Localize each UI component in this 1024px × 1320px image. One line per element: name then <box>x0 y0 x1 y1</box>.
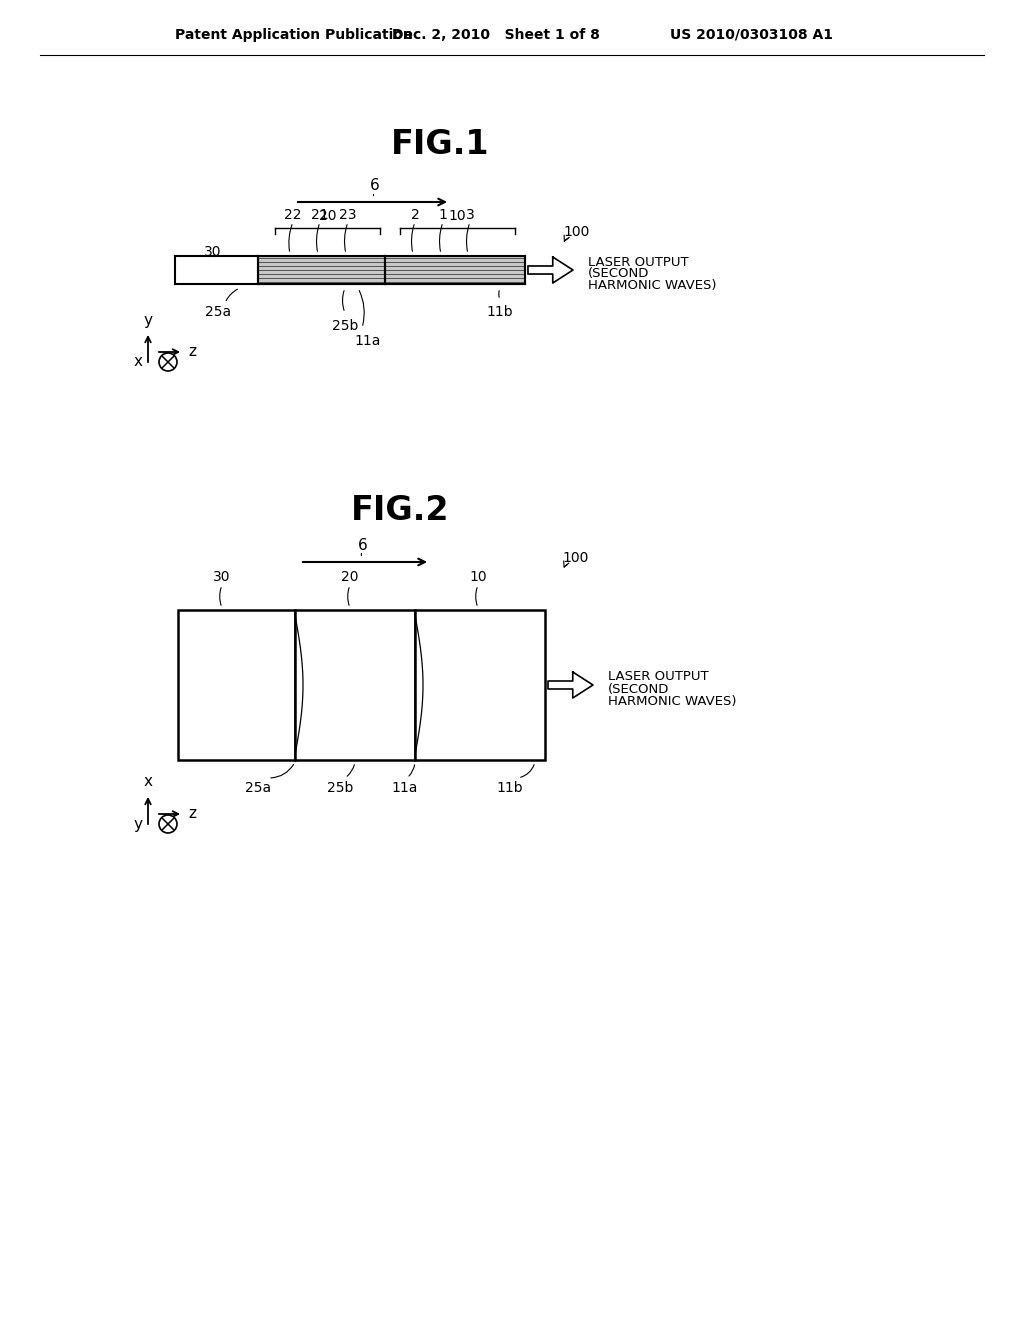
Text: Dec. 2, 2010   Sheet 1 of 8: Dec. 2, 2010 Sheet 1 of 8 <box>392 28 600 42</box>
Text: 10: 10 <box>469 570 486 583</box>
Text: Patent Application Publication: Patent Application Publication <box>175 28 413 42</box>
Circle shape <box>159 814 177 833</box>
Text: 25a: 25a <box>245 781 271 795</box>
Polygon shape <box>548 672 593 698</box>
Text: 20: 20 <box>318 209 336 223</box>
Text: FIG.1: FIG.1 <box>391 128 489 161</box>
Text: 1: 1 <box>438 209 447 222</box>
Bar <box>295 610 415 760</box>
Text: (SECOND: (SECOND <box>608 682 670 696</box>
Text: 30: 30 <box>213 570 230 583</box>
Text: 11b: 11b <box>486 305 513 319</box>
Text: 11a: 11a <box>354 334 381 348</box>
Text: 11b: 11b <box>497 781 523 795</box>
Polygon shape <box>528 257 573 282</box>
Text: 20: 20 <box>341 570 358 583</box>
Text: LASER OUTPUT: LASER OUTPUT <box>588 256 688 268</box>
Text: y: y <box>133 817 142 832</box>
Text: z: z <box>188 345 196 359</box>
Text: LASER OUTPUT: LASER OUTPUT <box>608 671 709 684</box>
Text: 10: 10 <box>449 209 466 223</box>
Text: 100: 100 <box>564 224 590 239</box>
Circle shape <box>159 352 177 371</box>
Text: y: y <box>143 313 153 327</box>
Text: 23: 23 <box>339 209 356 222</box>
Text: 25a: 25a <box>205 305 231 319</box>
Text: 11a: 11a <box>392 781 418 795</box>
Text: 6: 6 <box>370 177 380 193</box>
Text: z: z <box>188 807 196 821</box>
Text: x: x <box>133 355 142 370</box>
Text: FIG.2: FIG.2 <box>351 494 450 527</box>
Text: 2: 2 <box>411 209 420 222</box>
Text: 22: 22 <box>285 209 302 222</box>
Bar <box>415 610 545 760</box>
Text: 6: 6 <box>358 537 368 553</box>
Text: (SECOND: (SECOND <box>588 268 649 281</box>
Text: 25b: 25b <box>332 319 358 333</box>
Text: 3: 3 <box>466 209 474 222</box>
Text: x: x <box>143 775 153 789</box>
Text: 21: 21 <box>311 209 329 222</box>
Text: US 2010/0303108 A1: US 2010/0303108 A1 <box>670 28 833 42</box>
Text: 25b: 25b <box>327 781 353 795</box>
Bar <box>178 610 295 760</box>
Text: HARMONIC WAVES): HARMONIC WAVES) <box>608 694 736 708</box>
Text: 30: 30 <box>204 246 222 259</box>
Text: 100: 100 <box>563 550 589 565</box>
Text: HARMONIC WAVES): HARMONIC WAVES) <box>588 280 717 293</box>
